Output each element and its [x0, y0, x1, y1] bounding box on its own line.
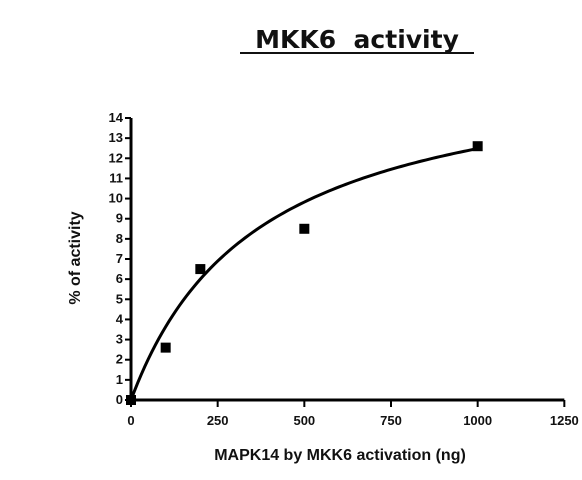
- y-tick-label: 5: [116, 291, 123, 306]
- x-tick-label: 500: [293, 413, 315, 428]
- y-tick-label: 3: [116, 332, 123, 347]
- data-point: [160, 342, 171, 353]
- y-tick-label: 12: [109, 150, 123, 165]
- y-tick-label: 8: [116, 231, 123, 246]
- y-tick-label: 1: [116, 372, 123, 387]
- data-point: [126, 395, 136, 405]
- x-tick-label: 0: [127, 413, 134, 428]
- y-tick-label: 13: [109, 130, 123, 145]
- chart-title: MKK6 activity: [255, 25, 459, 54]
- y-tick-label: 0: [116, 392, 123, 407]
- y-tick-label: 9: [116, 211, 123, 226]
- y-tick-label: 7: [116, 251, 123, 266]
- x-tick-label: 1000: [463, 413, 492, 428]
- y-axis-label: % of activity: [67, 211, 84, 304]
- y-tick-label: 10: [109, 191, 123, 206]
- y-tick-label: 4: [116, 311, 124, 326]
- y-tick-label: 11: [109, 170, 123, 185]
- x-tick-label: 750: [380, 413, 402, 428]
- data-point: [299, 223, 310, 234]
- data-point: [195, 264, 206, 275]
- data-point: [472, 141, 483, 152]
- x-tick-label: 1250: [550, 413, 579, 428]
- x-tick-label: 250: [207, 413, 229, 428]
- y-tick-label: 2: [116, 352, 123, 367]
- fit-curve: [129, 147, 478, 401]
- y-tick-label: 6: [116, 271, 123, 286]
- x-axis-label: MAPK14 by MKK6 activation (ng): [214, 447, 466, 464]
- y-tick-label: 14: [109, 110, 124, 125]
